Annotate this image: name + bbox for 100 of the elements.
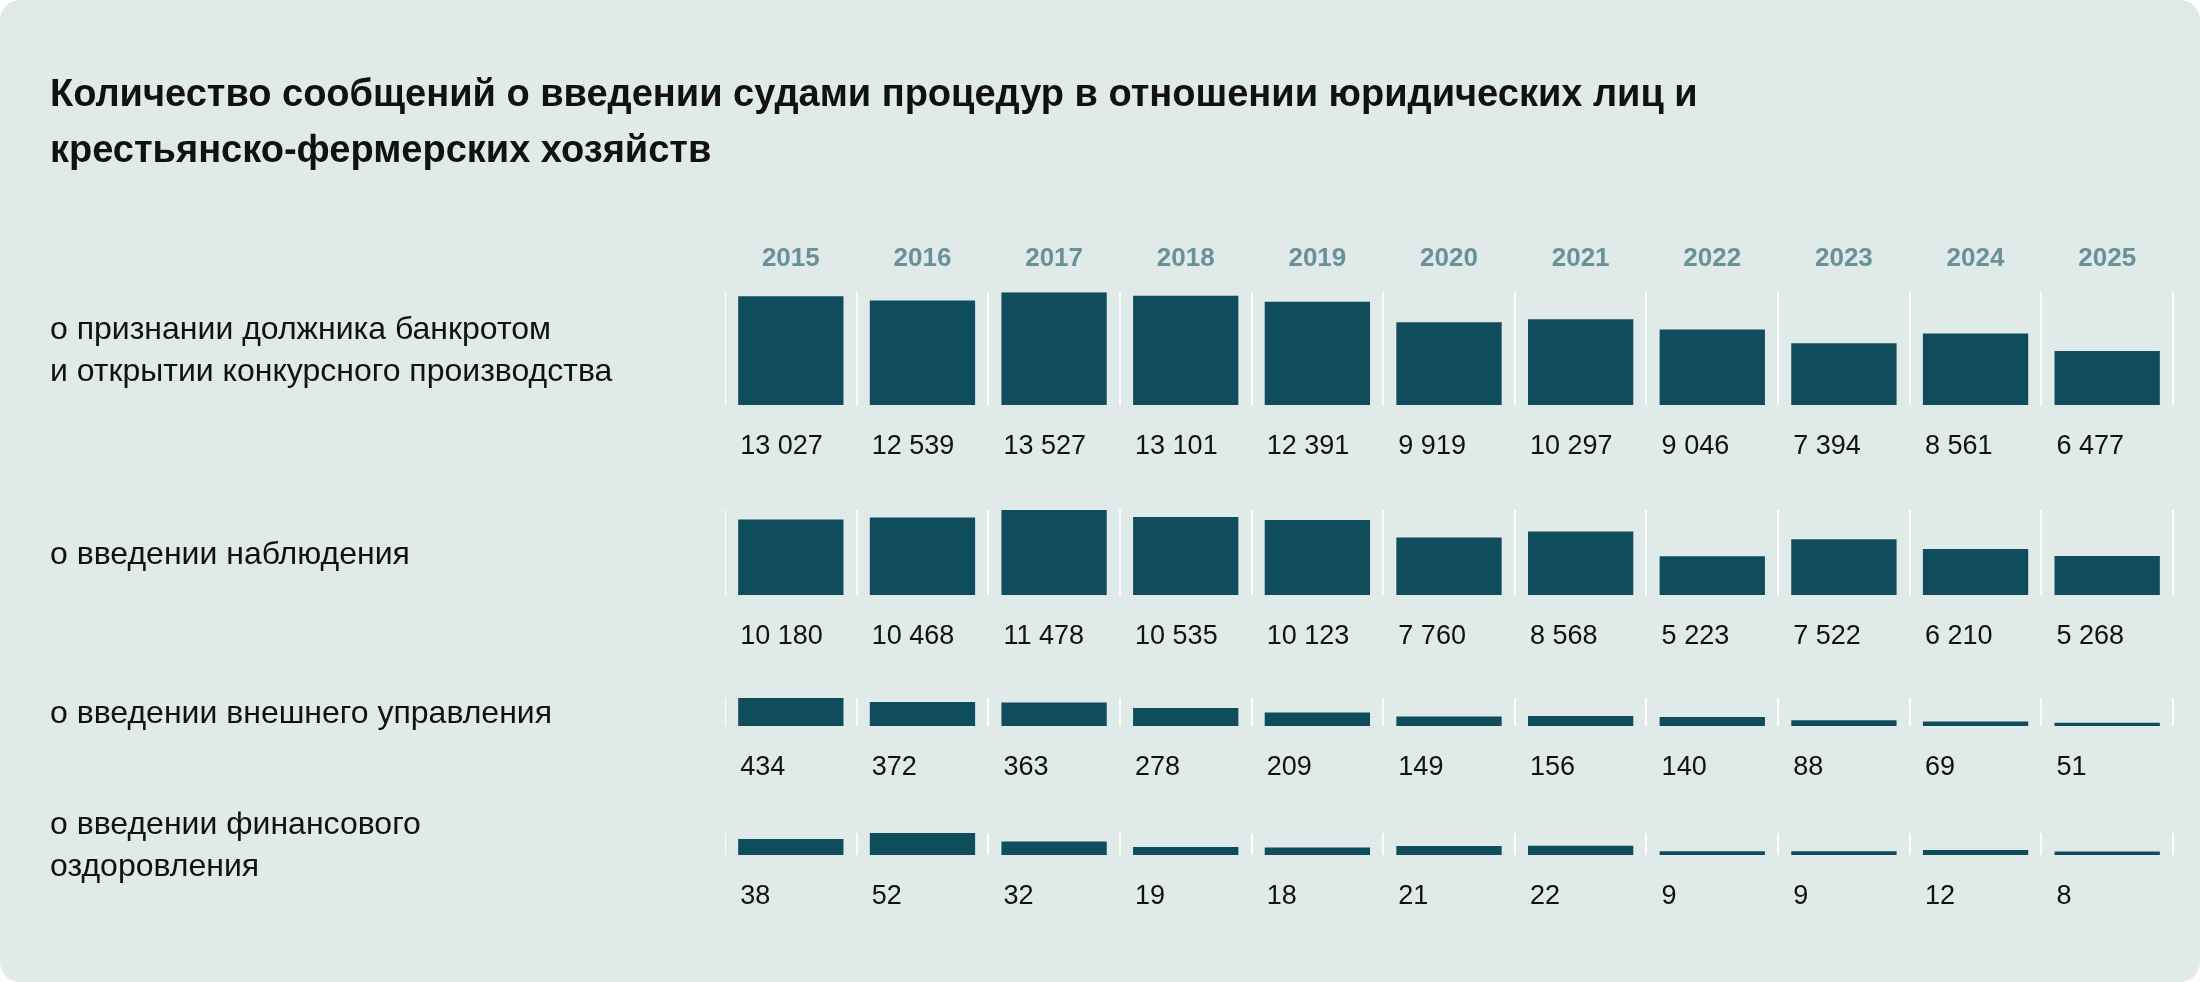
data-label: 9 [1793,880,1809,911]
data-label: 38 [740,880,771,911]
bar [1396,846,1502,855]
data-label: 13 527 [1003,430,1087,461]
data-label: 434 [740,751,786,782]
bar [1396,322,1502,405]
x-tick-label: 2019 [1288,241,1347,272]
data-label: 8 561 [1924,430,1993,461]
bar [1001,292,1107,405]
data-label: 372 [871,751,917,782]
y-axis-title: о введении внешнего управления [50,693,553,732]
bar [1264,301,1371,405]
bar [1922,721,2029,726]
x-tick-label: 2021 [1551,241,1610,272]
bar [1791,851,1897,855]
data-label: 18 [1266,880,1297,911]
x-tick-label: 2023 [1814,241,1873,272]
data-label: 19 [1135,880,1166,911]
chart-title: Количество сообщений о введении судами процедур в отношении юридических лиц и крестьянско-фермерских хозяйств [50,71,1699,172]
data-label: 10 123 [1266,620,1350,651]
x-tick-label: 2015 [761,241,820,272]
bar [869,300,976,405]
y-axis-title: о введении наблюдения [50,533,411,573]
x-tick-label: 2025 [2078,241,2137,272]
data-label: 12 391 [1266,430,1350,461]
bar [1659,329,1765,405]
data-label: 10 535 [1135,620,1218,651]
data-label: 5 268 [2056,620,2125,651]
bar [1264,520,1371,595]
x-tick-label: 2024 [1946,241,2005,272]
data-label: 7 394 [1793,430,1861,461]
data-label: 12 539 [871,430,955,461]
bar [1264,847,1371,855]
bar [869,517,976,595]
bar [1001,702,1107,726]
bar [1396,716,1502,726]
data-label: 140 [1661,751,1707,782]
data-label: 9 [1661,880,1677,911]
data-label: 149 [1398,751,1444,782]
data-label: 6 477 [2056,430,2125,461]
bar [1527,715,1634,726]
bar [1133,708,1239,726]
data-label: 52 [871,880,902,911]
data-label: 21 [1398,880,1429,911]
data-label: 209 [1266,751,1312,782]
x-tick-label: 2022 [1683,241,1742,272]
data-label: 7 760 [1398,620,1466,651]
bar [1133,295,1239,405]
y-axis-title: о введении финансового оздоровления [50,804,422,885]
bar [738,296,844,405]
x-tick-label: 2018 [1156,241,1215,272]
x-tick-label: 2017 [1025,241,1084,272]
bar [1922,549,2029,595]
data-label: 8 568 [1529,620,1598,651]
data-label: 10 180 [740,620,823,651]
bar [2054,722,2160,726]
data-label: 9 919 [1398,430,1466,461]
bar [1791,343,1897,405]
data-label: 13 027 [740,430,823,461]
x-tick-label: 2020 [1420,241,1478,272]
bar [1133,516,1239,595]
data-label: 363 [1003,751,1049,782]
bar [1659,716,1765,726]
data-label: 69 [1924,751,1955,782]
data-label: 10 297 [1529,430,1613,461]
bar [869,833,976,855]
bar [1396,537,1502,595]
data-label: 32 [1003,880,1034,911]
bar [738,698,844,726]
bar [1922,849,2029,855]
bar [738,838,844,855]
bar [1527,319,1634,405]
data-label: 22 [1529,880,1561,911]
data-label: 6 210 [1924,620,1993,651]
data-label: 156 [1529,751,1576,782]
bar [1527,531,1634,595]
data-label: 8 [2056,880,2072,911]
bar [1527,845,1634,855]
bar [1001,841,1107,855]
bar [1001,510,1107,595]
bar [2054,350,2160,405]
data-label: 12 [1924,880,1955,911]
bar [2054,555,2160,595]
data-label: 51 [2056,751,2087,782]
bar [1133,846,1239,855]
bar [1922,333,2029,405]
data-label: 9 046 [1661,430,1730,461]
data-label: 278 [1135,751,1181,782]
bar [1791,720,1897,726]
bar [1791,539,1897,595]
bar [1659,851,1765,855]
bar [1264,712,1371,726]
data-label: 10 468 [871,620,955,651]
bar [869,702,976,726]
data-label: 11 478 [1003,620,1085,651]
x-tick-label: 2016 [893,241,952,272]
y-axis-title: о признании должника банкротом и открытии конкурсного производства [50,308,614,390]
data-label: 5 223 [1661,620,1730,651]
data-label: 7 522 [1793,620,1861,651]
bar [738,519,844,595]
